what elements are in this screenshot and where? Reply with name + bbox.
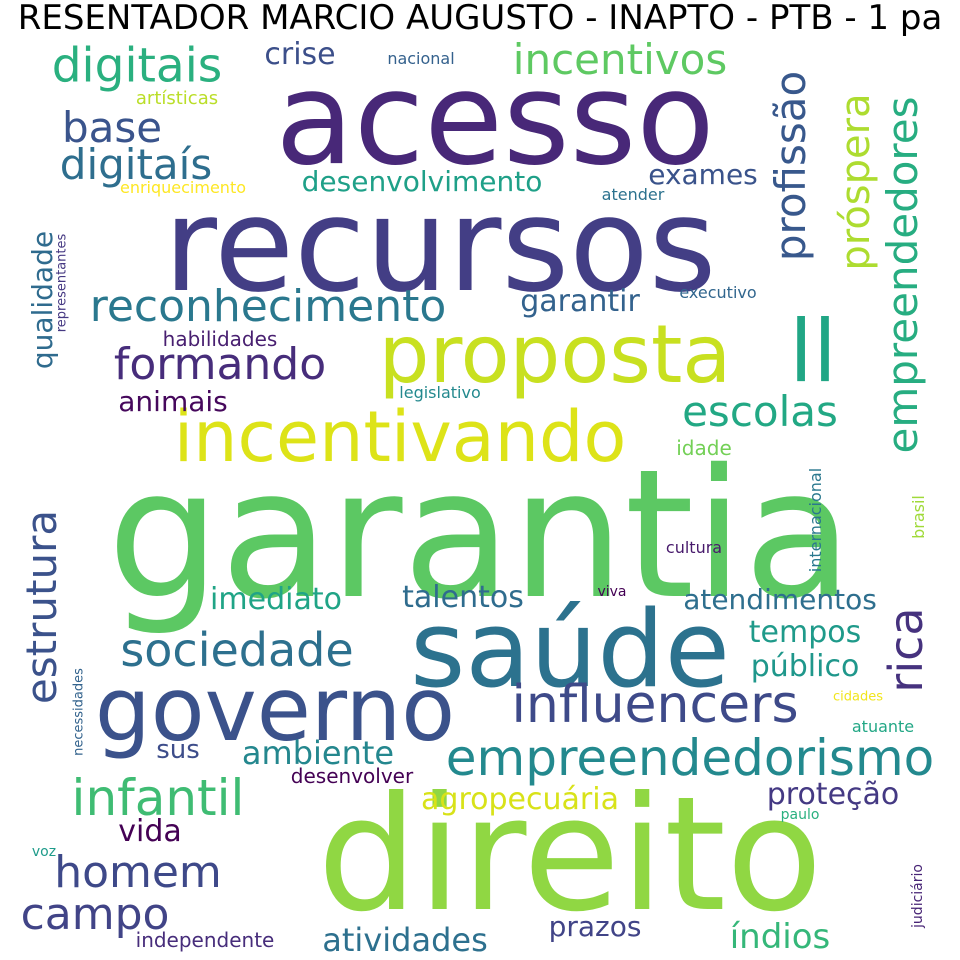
word-sociedade: sociedade (120, 623, 354, 677)
word-nacional: nacional (387, 49, 455, 68)
word-animais: animais (118, 385, 228, 418)
word-empreendedorismo: empreendedorismo (445, 729, 935, 787)
word-direito: direito (317, 763, 823, 947)
word-talentos: talentos (402, 580, 524, 615)
word-incentivos: incentivos (512, 35, 728, 84)
word-profissao: profissão (766, 70, 815, 262)
word-garantir: garantir (520, 284, 640, 319)
word-reconhecimento: reconhecimento (89, 281, 447, 332)
word-brasil: brasil (909, 495, 928, 539)
word-exames: exames (648, 158, 758, 191)
word-crise: crise (264, 37, 336, 72)
word-atendimentos: atendimentos (683, 583, 877, 616)
word-prospera: próspera (833, 93, 879, 271)
word-ambiente: ambiente (241, 734, 395, 772)
word-cidades: cidades (832, 689, 884, 705)
word-indios: índios (729, 917, 831, 957)
word-desenvolver: desenvolver (290, 764, 414, 788)
word-enriquecimento: enriquecimento (119, 178, 247, 197)
word-estrutura: estrutura (17, 509, 66, 705)
word-empreendedores: empreendedores (878, 96, 927, 454)
word-internacional: internacional (806, 467, 825, 573)
word-escolas: escolas (682, 387, 838, 436)
word-judiciario: judiciário (910, 864, 926, 928)
word-campo: campo (20, 889, 170, 940)
word-base: base (61, 103, 163, 152)
word-governo: governo (94, 658, 456, 761)
word-influencers: influencers (511, 675, 799, 735)
word-artisticas: artísticas (135, 88, 219, 109)
word-ll: ll (789, 302, 837, 402)
word-independente: independente (135, 928, 275, 952)
word-sus: sus (156, 735, 200, 765)
word-recursos: recursos (163, 169, 717, 321)
word-atividades: atividades (322, 921, 488, 959)
word-formando: formando (113, 339, 327, 390)
word-tempos: tempos (748, 615, 862, 650)
word-acesso: acesso (275, 45, 715, 194)
word-atender: atender (601, 185, 665, 204)
word-qualidade: qualidade (26, 230, 59, 370)
word-incentivando: incentivando (173, 396, 627, 478)
word-garantia: garantia (107, 431, 853, 638)
word-agropecuaria: agropecuária (421, 782, 619, 817)
word-rica: rica (879, 607, 933, 693)
word-executivo: executivo (679, 283, 757, 302)
word-digitais-2: digitaís (59, 140, 213, 189)
word-publico: público (750, 649, 860, 684)
word-imediato: imediato (210, 582, 342, 617)
word-vida: vida (118, 814, 182, 849)
word-paulo: paulo (780, 807, 820, 823)
word-necessidades: necessidades (71, 668, 87, 756)
word-homem: homem (54, 847, 222, 898)
word-voz: voz (31, 844, 57, 860)
word-protecao: proteção (766, 777, 900, 812)
word-legislativo: legislativo (399, 383, 481, 402)
word-prazos: prazos (548, 910, 642, 943)
word-cultura: cultura (665, 538, 723, 557)
word-idade: idade (676, 436, 732, 460)
word-representantes: representantes (54, 233, 70, 333)
title: RESENTADOR MARCIO AUGUSTO - INAPTO - PTB… (17, 0, 943, 38)
word-desenvolvimento: desenvolvimento (301, 165, 543, 198)
word-atuante: atuante (851, 717, 915, 736)
word-saude: saúde (410, 588, 730, 711)
word-habilidades: habilidades (162, 327, 278, 351)
word-digitais: digitais (51, 38, 223, 94)
word-infantil: infantil (71, 769, 245, 827)
word-proposta: proposta (378, 308, 732, 401)
word-viva: viva (597, 584, 627, 600)
